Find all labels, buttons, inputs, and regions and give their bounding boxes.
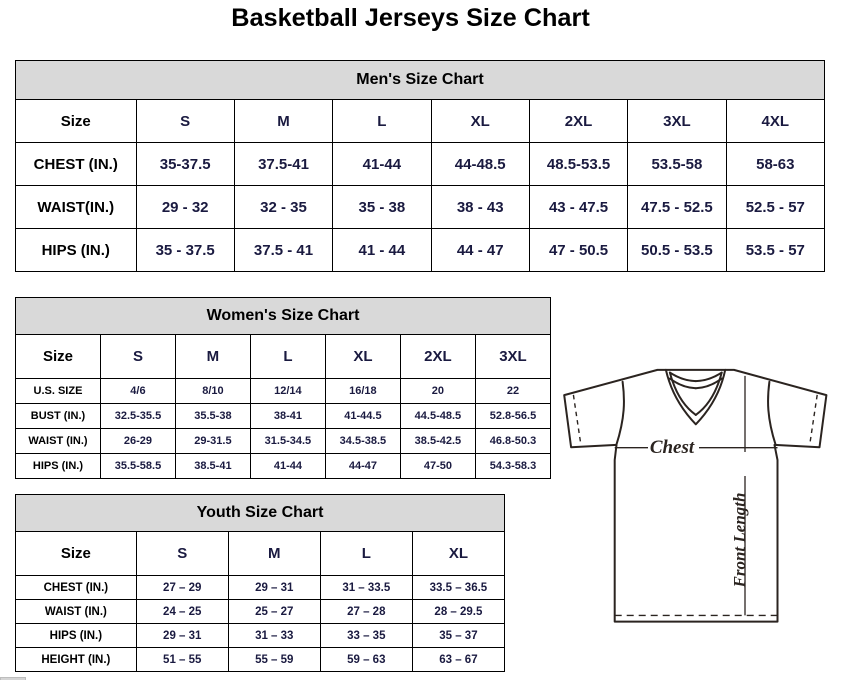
svg-text:Front Length: Front Length bbox=[730, 493, 749, 589]
svg-text:Chest: Chest bbox=[650, 437, 695, 458]
